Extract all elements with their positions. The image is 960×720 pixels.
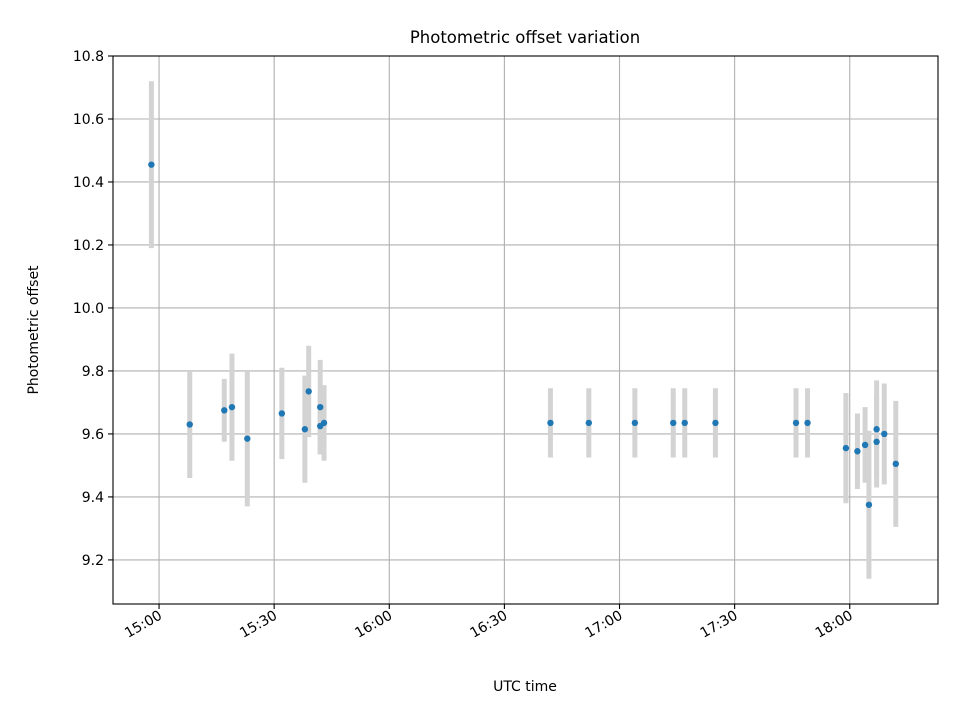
data-point [320,419,328,427]
data-point [873,426,880,433]
data-point [278,410,286,417]
data-point [631,419,639,427]
y-tick-label: 10.0 [73,301,104,317]
data-point [148,161,155,168]
data-point [305,388,312,395]
data-point [804,419,811,427]
data-point [873,438,880,446]
data-point [244,435,251,442]
data-point [186,421,193,428]
grid-lines [113,55,938,604]
data-points [148,161,899,508]
y-tick-label: 9.2 [82,553,104,569]
plot-area-frame [112,55,939,605]
y-tick-label: 9.6 [82,427,104,443]
data-point [221,407,228,414]
chart-title: Photometric offset variation [410,28,640,47]
data-point [854,448,861,455]
data-point [892,460,899,468]
data-point [881,430,888,438]
axis-ticks: 15:00 15:30 16:00 16:30 17:00 17:30 18:009.29.… [73,49,856,642]
data-point [228,403,236,411]
data-point [301,426,309,433]
data-point [842,444,850,452]
data-point [317,403,324,411]
y-axis-label: Photometric offset [26,265,42,395]
data-point [861,441,869,449]
data-point [585,419,593,427]
data-point [792,419,800,427]
y-tick-label: 9.8 [82,364,104,380]
data-point [865,501,873,508]
data-point [681,419,688,427]
data-point [670,419,677,427]
data-point [547,419,554,427]
y-tick-label: 10.6 [73,112,104,128]
y-tick-label: 10.4 [73,175,104,191]
y-tick-label: 10.2 [73,238,104,254]
y-tick-label: 10.8 [73,49,104,65]
y-tick-label: 9.4 [82,490,104,506]
data-point [712,419,719,427]
x-axis-label: UTC time [493,679,557,695]
